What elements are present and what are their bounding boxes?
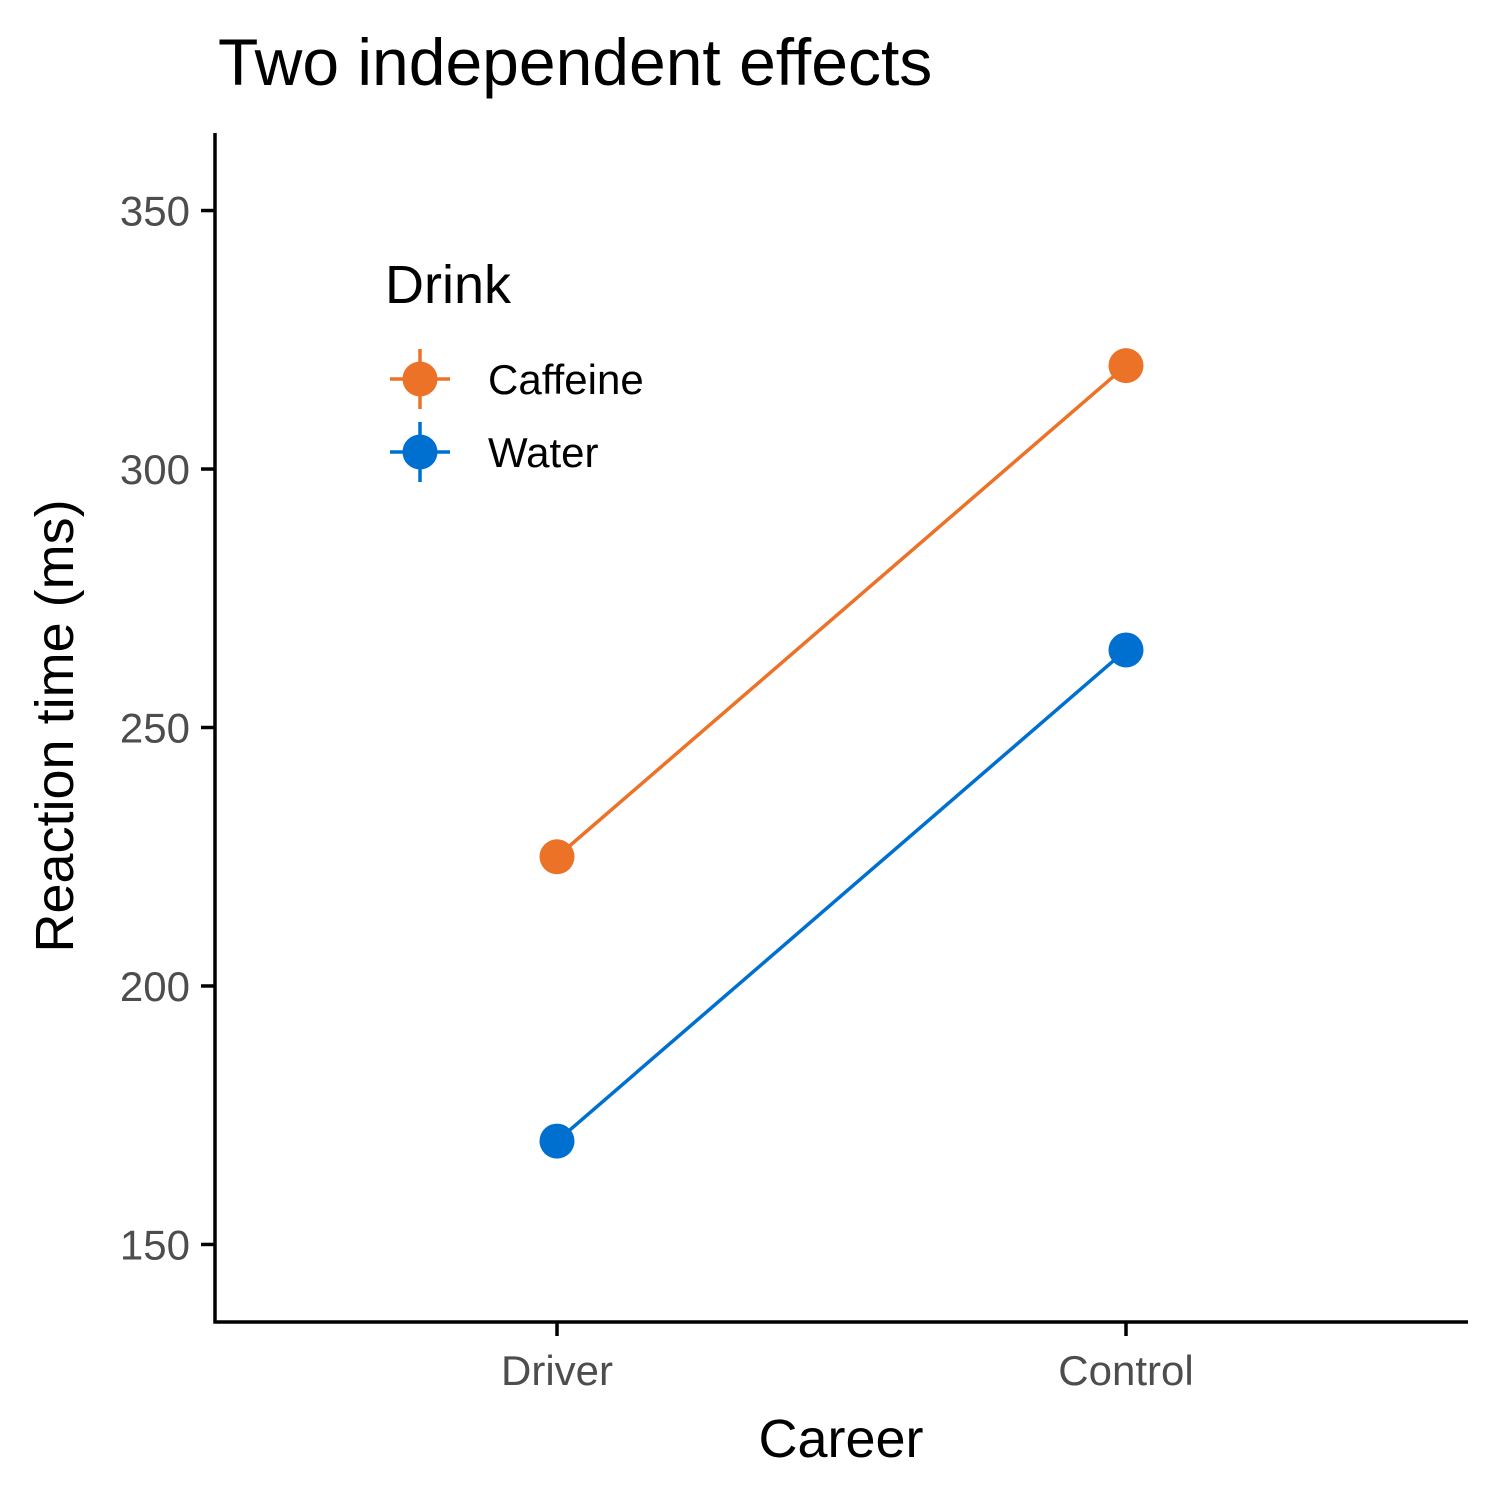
y-tick-label: 250 — [120, 705, 190, 752]
y-tick-label: 300 — [120, 446, 190, 493]
x-tick-label: Driver — [501, 1347, 613, 1394]
legend-key-point — [402, 434, 438, 470]
x-axis-title: Career — [758, 1409, 923, 1469]
data-point-caffeine-driver — [539, 839, 575, 875]
plot-area — [539, 348, 1144, 1159]
legend-title: Drink — [385, 255, 512, 315]
legend-label: Water — [488, 429, 598, 476]
data-point-caffeine-control — [1108, 348, 1144, 384]
legend-key-caffeine — [390, 349, 450, 409]
series-line-water — [555, 648, 1128, 1143]
y-tick-label: 200 — [120, 963, 190, 1010]
legend-label: Caffeine — [488, 356, 644, 403]
axes: 150 200 250 300 350 Driver Control — [120, 133, 1468, 1394]
data-point-water-driver — [539, 1123, 575, 1159]
legend-key-point — [402, 361, 438, 397]
y-axis-title: Reaction time (ms) — [25, 499, 85, 952]
y-tick-label: 350 — [120, 188, 190, 235]
y-tick-label: 150 — [120, 1221, 190, 1268]
x-tick-label: Control — [1058, 1347, 1193, 1394]
legend-key-water — [390, 422, 450, 482]
data-point-water-control — [1108, 632, 1144, 668]
series-line-caffeine — [555, 364, 1128, 859]
legend: Drink Caffeine Water — [385, 255, 644, 482]
chart-title: Two independent effects — [218, 25, 932, 99]
